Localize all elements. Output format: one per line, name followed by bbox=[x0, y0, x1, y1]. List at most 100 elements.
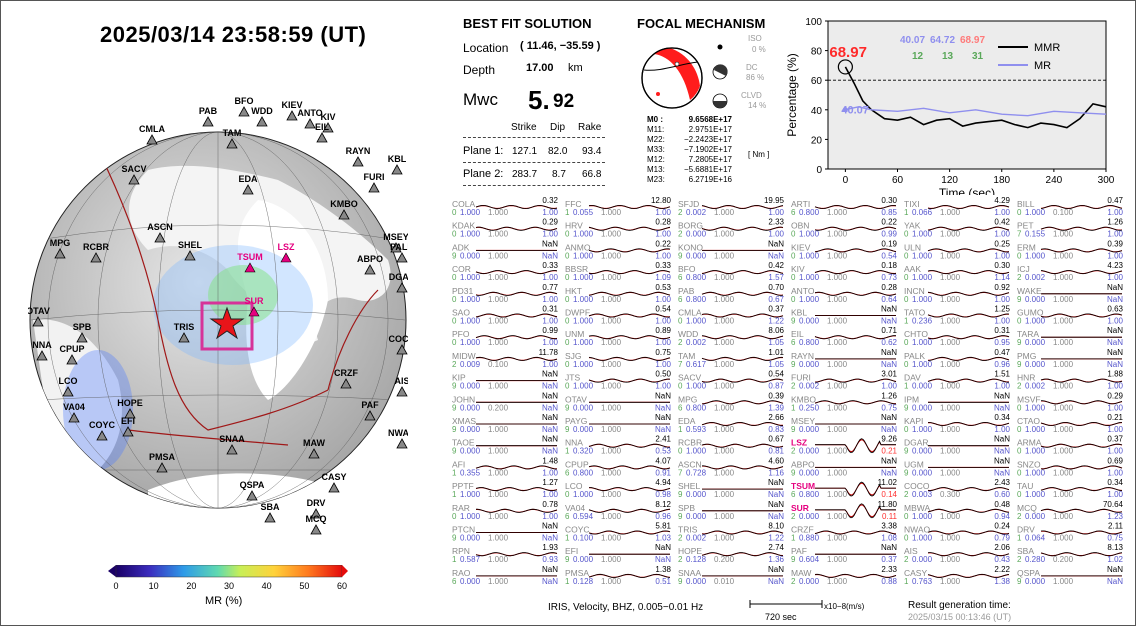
weight-value: 1.000 bbox=[573, 360, 594, 369]
amp-value: 0.31 bbox=[994, 326, 1010, 335]
ratio-value: NaN bbox=[542, 425, 558, 434]
fit-index: 7 bbox=[678, 360, 683, 369]
amp-value: 9.26 bbox=[881, 435, 897, 444]
trace-cell: DAV 1.51 1 0.000 1.000 1.00 bbox=[904, 370, 1011, 391]
weight-value: 1.000 bbox=[1025, 403, 1046, 412]
trace-cell: COCO 2.43 2 0.003 0.300 0.60 bbox=[904, 478, 1011, 499]
observed-trace bbox=[701, 443, 784, 448]
weight-value: 1.000 bbox=[1025, 425, 1046, 434]
fit-index: 9 bbox=[565, 403, 570, 412]
trace-cell: PAB 0.70 6 0.800 1.000 0.67 bbox=[678, 283, 785, 304]
ratio-value: NaN bbox=[542, 251, 558, 260]
moment-key: M13: bbox=[647, 165, 665, 174]
trace-cell: JOHN NaN 9 0.000 0.200 NaN bbox=[452, 391, 558, 412]
ratio-value: 1.00 bbox=[994, 208, 1010, 217]
fit-index: 6 bbox=[791, 338, 796, 347]
observed-trace bbox=[588, 573, 671, 578]
weight-value: 0.000 bbox=[912, 382, 933, 391]
footer-info: IRIS, Velocity, BHZ, 0.005−0.01 Hz bbox=[548, 602, 704, 613]
station-code: ANMO bbox=[565, 242, 591, 252]
ratio-value: 1.00 bbox=[994, 317, 1010, 326]
weight-value: 0.000 bbox=[686, 577, 707, 586]
trace-cell: ICJ 4.23 2 0.002 1.000 1.00 bbox=[1017, 261, 1124, 282]
fit-index: 9 bbox=[678, 251, 683, 260]
ratio-value: 1.00 bbox=[542, 512, 558, 521]
trace-cell: BORG 2.33 2 0.000 1.000 1.00 bbox=[678, 218, 785, 239]
observed-trace bbox=[814, 291, 897, 296]
station-code: CPUP bbox=[565, 459, 589, 469]
observed-trace bbox=[927, 335, 1010, 340]
filter-value: 0.010 bbox=[714, 577, 735, 586]
amp-value: 5.81 bbox=[655, 522, 671, 531]
amp-value: 0.99 bbox=[542, 326, 558, 335]
filter-value: 1.000 bbox=[827, 251, 848, 260]
fit-index: 0 bbox=[452, 273, 457, 282]
amp-value: 0.33 bbox=[542, 261, 558, 270]
station-marker: MCQ bbox=[306, 514, 327, 535]
station-code: COLA bbox=[452, 199, 475, 209]
amp-value: 0.25 bbox=[994, 239, 1010, 248]
station-label: SHEL bbox=[178, 240, 203, 250]
weight-value: 0.128 bbox=[573, 577, 594, 586]
amp-value: 0.30 bbox=[994, 261, 1010, 270]
observed-trace bbox=[927, 270, 1010, 275]
ratio-value: 0.85 bbox=[881, 208, 897, 217]
station-code: HKT bbox=[565, 286, 582, 296]
colorbar-tick: 20 bbox=[186, 581, 196, 591]
amp-value: 0.28 bbox=[655, 218, 671, 227]
station-code: SNAA bbox=[678, 568, 701, 578]
station-code: SJG bbox=[565, 351, 582, 361]
fit-index: 1 bbox=[904, 208, 909, 217]
fit-index: 0 bbox=[452, 338, 457, 347]
weight-value: 1.000 bbox=[799, 230, 820, 239]
trace-cell: MAW 2.33 2 0.000 1.000 0.88 bbox=[791, 565, 898, 586]
weight-value: 1.000 bbox=[912, 512, 933, 521]
observed-trace bbox=[815, 481, 896, 497]
station-code: PFO bbox=[452, 329, 470, 339]
filter-value: 1.000 bbox=[940, 338, 961, 347]
fit-index: 2 bbox=[678, 338, 683, 347]
mechanism-heading: FOCAL MECHANISM bbox=[637, 16, 766, 31]
station-marker: MPG bbox=[50, 238, 70, 259]
moment-value: −7.1902E+17 bbox=[683, 145, 732, 154]
amp-value: 70.64 bbox=[1103, 500, 1124, 509]
amp-value: 0.28 bbox=[881, 283, 897, 292]
observed-trace bbox=[1040, 270, 1123, 275]
amp-value: 11.80 bbox=[878, 500, 898, 509]
ratio-value: 1.00 bbox=[1107, 468, 1123, 477]
location-value: ( 11.46, −35.59 ) bbox=[520, 40, 601, 52]
station-label: MCQ bbox=[306, 514, 327, 524]
fit-index: 9 bbox=[904, 468, 909, 477]
station-code: IPM bbox=[904, 394, 919, 404]
col-dip: Dip bbox=[550, 122, 566, 133]
station-code: MSEY bbox=[791, 416, 815, 426]
fit-index: 2 bbox=[678, 555, 683, 564]
fit-index: 9 bbox=[678, 490, 683, 499]
amp-value: 0.47 bbox=[1107, 196, 1123, 205]
trace-cell: MCQ 70.64 2 0.000 1.000 1.23 bbox=[1017, 500, 1124, 521]
fit-index: 9 bbox=[452, 251, 457, 260]
clvd-value: 14 % bbox=[748, 101, 767, 110]
filter-value: 1.000 bbox=[488, 273, 509, 282]
weight-value: 0.003 bbox=[912, 490, 933, 499]
filter-value: 0.200 bbox=[1053, 555, 1074, 564]
filter-value: 1.000 bbox=[488, 577, 509, 586]
fit-index: 6 bbox=[678, 403, 683, 412]
station-code: SPB bbox=[678, 503, 695, 513]
station-code: MPG bbox=[678, 394, 697, 404]
amp-value: NaN bbox=[881, 305, 897, 314]
fit-index: 0 bbox=[904, 273, 909, 282]
weight-value: 0.000 bbox=[799, 512, 820, 521]
ratio-value: 0.88 bbox=[881, 577, 897, 586]
station-code: DAV bbox=[904, 373, 921, 383]
trace-cell: CHTO 0.310 1.000 1.000 0.95 bbox=[904, 326, 1011, 347]
weight-value: 0.000 bbox=[799, 577, 820, 586]
amp-value: 2.33 bbox=[768, 218, 784, 227]
filter-value: 1.000 bbox=[940, 447, 961, 456]
result-label: Result generation time: bbox=[908, 600, 1011, 611]
trace-cell: PFO 0.990 1.000 1.000 1.00 bbox=[452, 326, 559, 347]
ratio-value: 1.00 bbox=[1107, 425, 1123, 434]
ratio-value: 0.53 bbox=[655, 447, 671, 456]
filter-value: 1.000 bbox=[940, 230, 961, 239]
station-label: WDD bbox=[251, 106, 273, 116]
